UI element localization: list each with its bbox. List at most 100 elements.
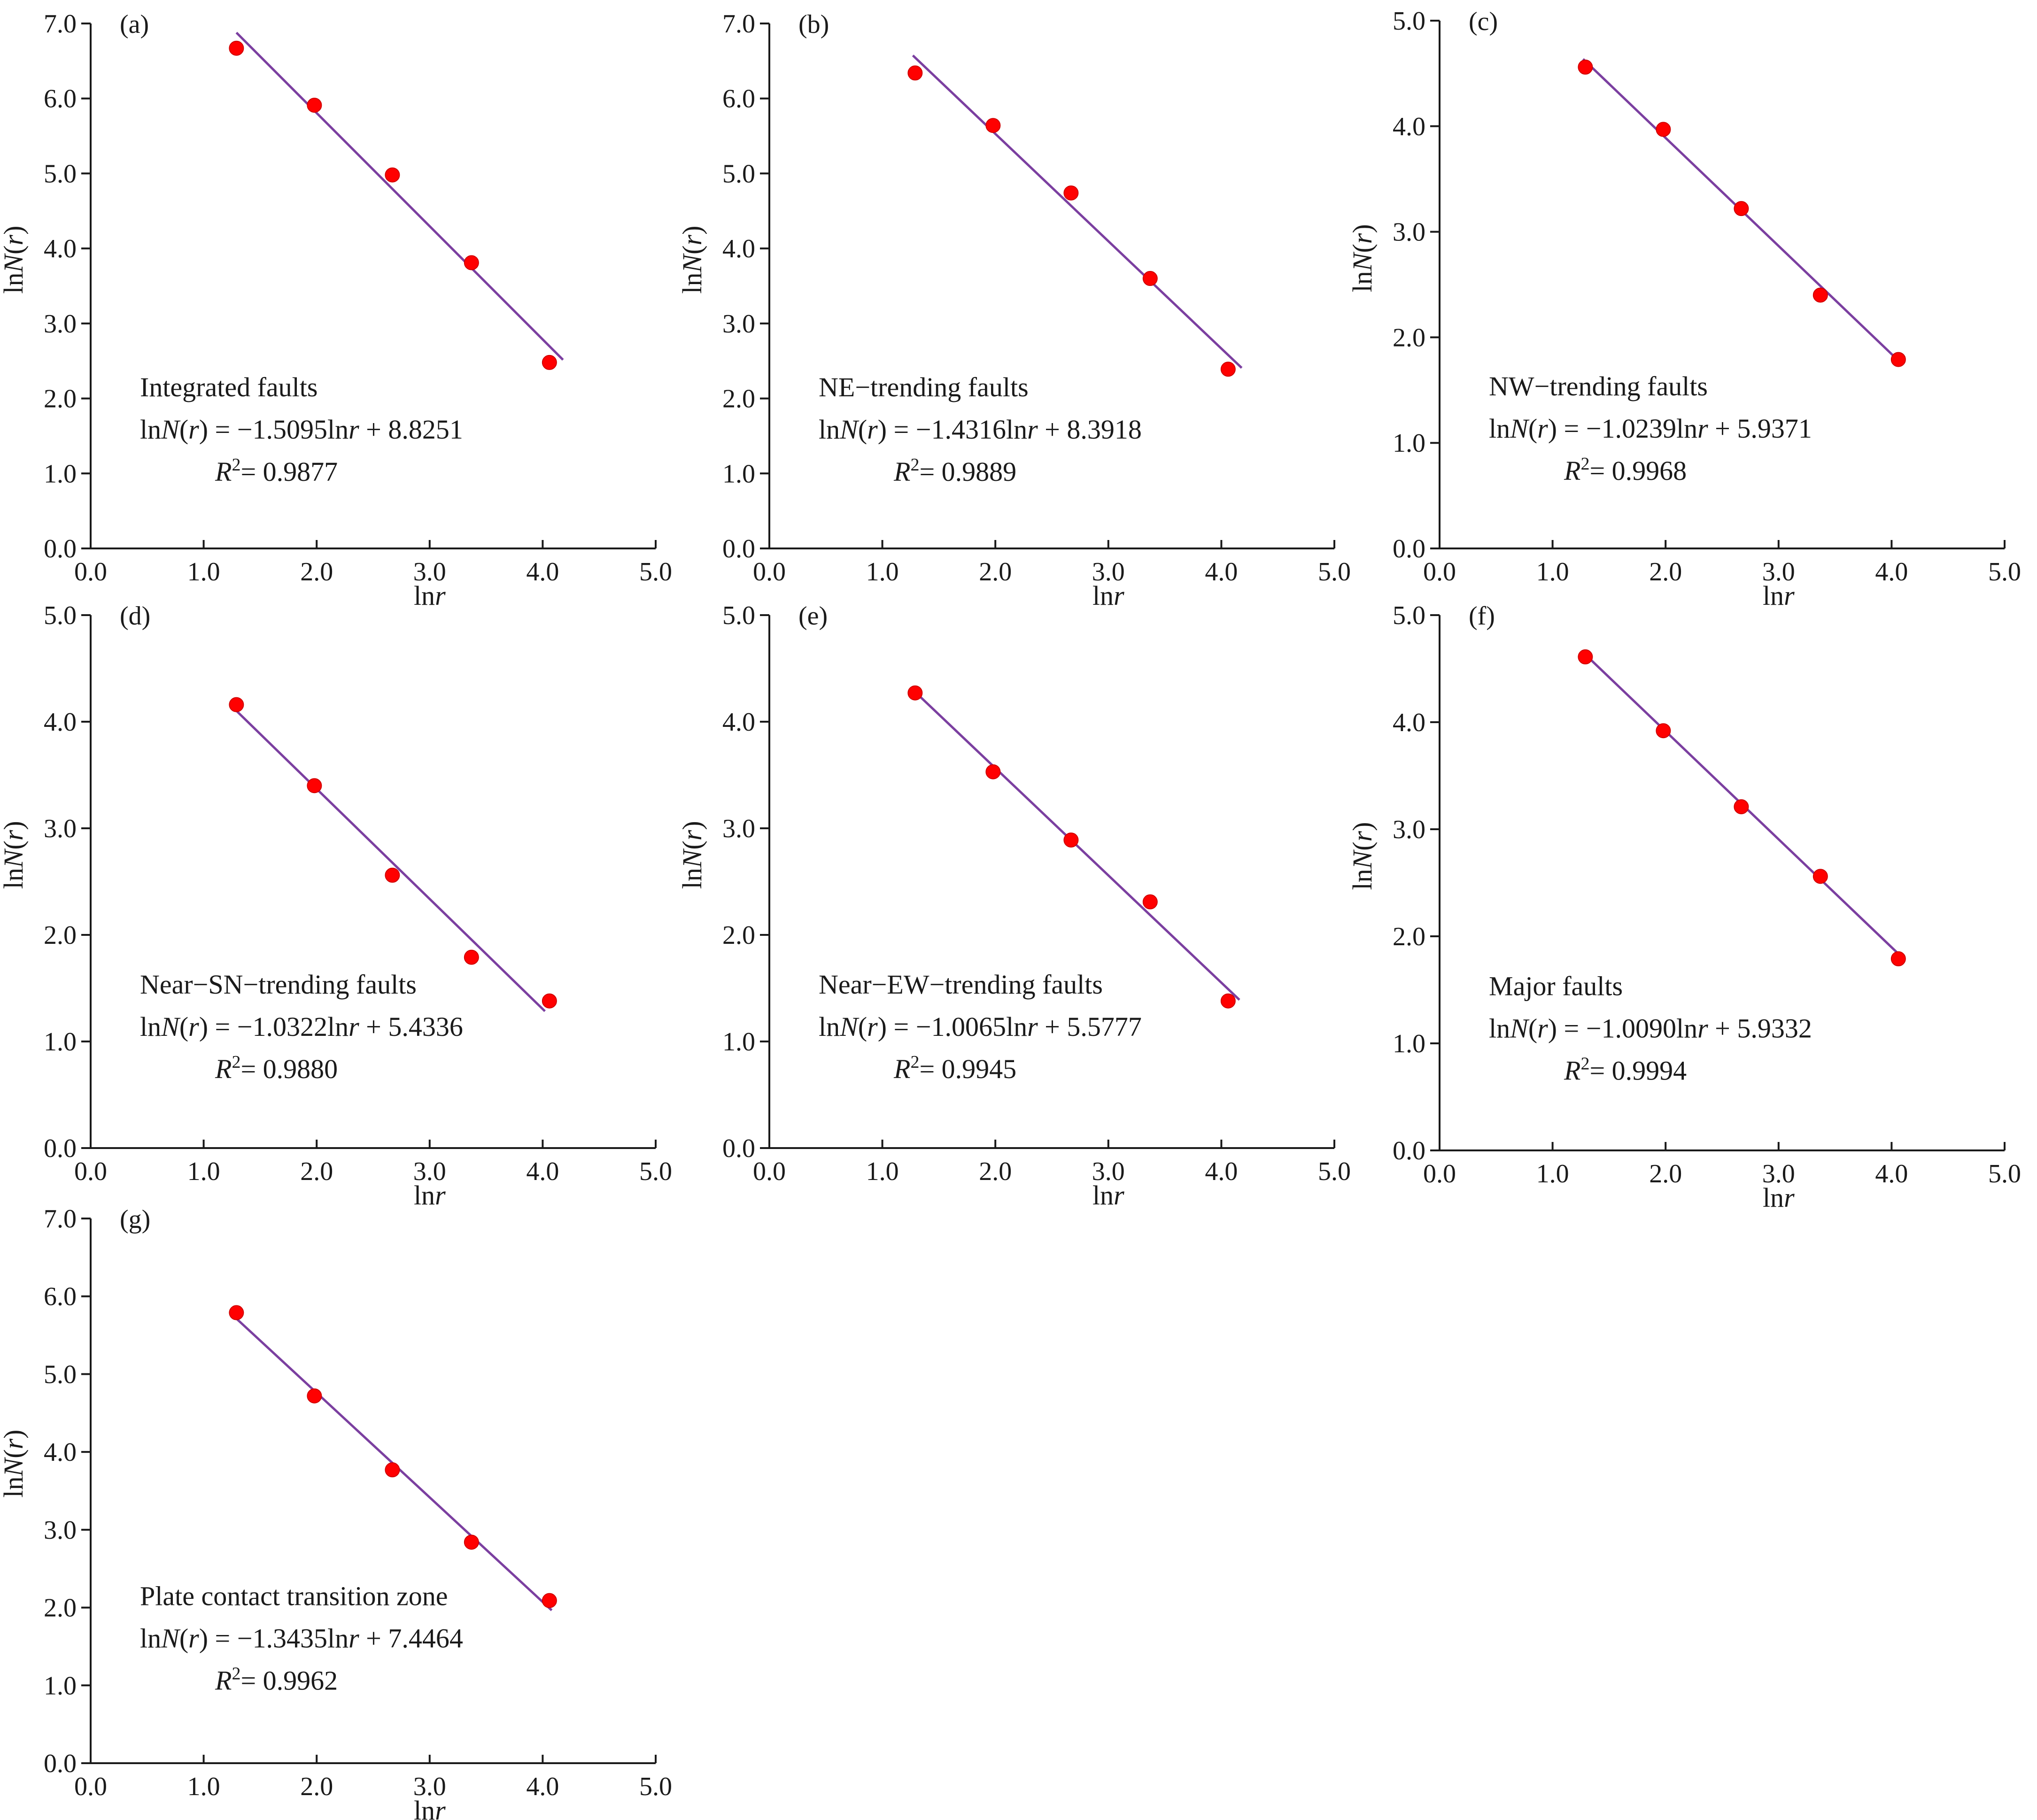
panel-a: 0.0 1.0 2.0 3.0 4.0 5.0 0.0 1.0 2.0 3.0 4.0 5.0 6.0 7… [0,9,672,611]
data-point [307,1388,322,1404]
series-title: NW−trending faults [1489,371,1708,401]
data-point [1734,201,1749,216]
x-axis-title: lnr [414,1180,446,1211]
y-axis-title: lnN(r) [0,1429,29,1497]
data-point [464,1535,479,1550]
data-point [1656,122,1671,137]
data-point [1812,287,1828,303]
y-tick-label: 2.0 [1393,323,1425,352]
data-point [542,355,557,370]
data-point [1220,362,1236,377]
regression-equation: lnN(r) = −1.0090lnr + 5.9332 [1489,1013,1812,1043]
panel-letter: (b) [798,10,829,39]
data-point [1063,832,1079,848]
x-axis-title: lnr [1092,1180,1124,1211]
x-tick-label: 3.0 [1762,557,1795,586]
x-tick-label: 3.0 [1092,557,1125,586]
data-point [1890,352,1906,367]
y-axis-title: lnN(r) [1347,822,1378,890]
y-tick-label: 5.0 [1393,601,1425,630]
x-tick-label: 4.0 [526,1157,559,1186]
x-tick-label: 0.0 [74,1157,107,1186]
y-tick-label: 2.0 [44,921,77,950]
data-point [385,867,400,883]
data-point [907,65,923,81]
data-point [464,255,479,270]
regression-equation: lnN(r) = −1.4316lnr + 8.3918 [819,414,1142,445]
series-title: Near−SN−trending faults [140,969,417,1000]
data-point [1812,869,1828,884]
panel-letter: (g) [120,1205,150,1234]
x-tick-label: 1.0 [1536,1159,1569,1188]
panel-c: 0.0 1.0 2.0 3.0 4.0 5.0 0.0 1.0 2.0 3.0 4.0 5.0 lnr l… [1347,7,2021,611]
x-tick-label: 3.0 [413,1157,446,1186]
data-point [229,1305,244,1320]
data-point [1063,185,1079,201]
panel-letter: (e) [798,602,828,631]
y-axis-title: lnN(r) [677,226,707,294]
x-tick-label: 5.0 [1318,1157,1351,1186]
data-point [385,167,400,183]
y-tick-label: 1.0 [1393,1029,1425,1058]
data-point [985,764,1001,779]
panel-e: 0.0 1.0 2.0 3.0 4.0 5.0 0.0 1.0 2.0 3.0 4.0 5.0 lnr l… [677,601,1351,1211]
y-tick-label: 6.0 [722,85,755,114]
y-tick-label: 2.0 [44,385,77,414]
data-point [464,949,479,965]
data-point [542,1593,557,1608]
x-tick-label: 2.0 [300,557,333,586]
series-title: Plate contact transition zone [140,1581,448,1612]
y-tick-label: 0.0 [44,1134,77,1163]
y-tick-label: 2.0 [722,385,755,414]
data-point [1220,993,1236,1009]
r-squared: R2= 0.9877 [215,455,338,487]
data-point [542,993,557,1009]
x-tick-label: 1.0 [866,557,899,586]
y-axis-title: lnN(r) [0,821,29,889]
panel-b: 0.0 1.0 2.0 3.0 4.0 5.0 0.0 1.0 2.0 3.0 4.0 5.0 6.0 7… [677,9,1351,611]
x-tick-label: 3.0 [413,1772,446,1801]
y-tick-label: 5.0 [44,159,77,188]
r-squared: R2= 0.9945 [893,1052,1016,1084]
y-tick-label: 4.0 [722,708,755,737]
y-tick-label: 7.0 [722,9,755,39]
x-tick-label: 3.0 [1762,1159,1795,1188]
data-point [1656,723,1671,739]
y-tick-label: 0.0 [722,534,755,563]
y-tick-label: 0.0 [1393,1136,1425,1165]
x-tick-label: 0.0 [74,557,107,586]
y-tick-label: 1.0 [1393,429,1425,458]
panel-letter: (f) [1469,602,1495,631]
y-tick-label: 5.0 [722,159,755,188]
y-tick-label: 7.0 [44,1204,77,1234]
y-tick-label: 3.0 [1393,815,1425,844]
y-tick-label: 1.0 [44,459,77,488]
r-squared: R2= 0.9889 [893,455,1016,487]
data-point [229,697,244,712]
panel-d: 0.0 1.0 2.0 3.0 4.0 5.0 0.0 1.0 2.0 3.0 4.0 5.0 lnr l… [0,601,672,1211]
r-squared: R2= 0.9962 [215,1664,338,1696]
data-point [985,118,1001,133]
x-tick-label: 1.0 [187,1157,220,1186]
y-tick-label: 4.0 [44,234,77,263]
y-tick-label: 0.0 [44,534,77,563]
y-tick-label: 3.0 [44,309,77,339]
data-point [1142,271,1158,286]
x-tick-label: 1.0 [187,557,220,586]
x-tick-label: 0.0 [74,1772,107,1801]
data-point [1142,894,1158,910]
y-tick-label: 1.0 [44,1671,77,1700]
y-axis-title: lnN(r) [0,226,29,294]
x-tick-label: 4.0 [1205,1157,1238,1186]
x-tick-label: 1.0 [866,1157,899,1186]
x-tick-label: 3.0 [413,557,446,586]
panel-f: 0.0 1.0 2.0 3.0 4.0 5.0 0.0 1.0 2.0 3.0 4.0 5.0 lnr l… [1347,601,2021,1213]
regression-equation: lnN(r) = −1.3435lnr + 7.4464 [140,1623,463,1654]
x-tick-label: 3.0 [1092,1157,1125,1186]
x-tick-label: 5.0 [1988,1159,2021,1188]
y-tick-label: 2.0 [44,1594,77,1623]
y-tick-label: 2.0 [722,921,755,950]
series-title: Integrated faults [140,372,318,402]
x-axis-title: lnr [1092,580,1124,611]
